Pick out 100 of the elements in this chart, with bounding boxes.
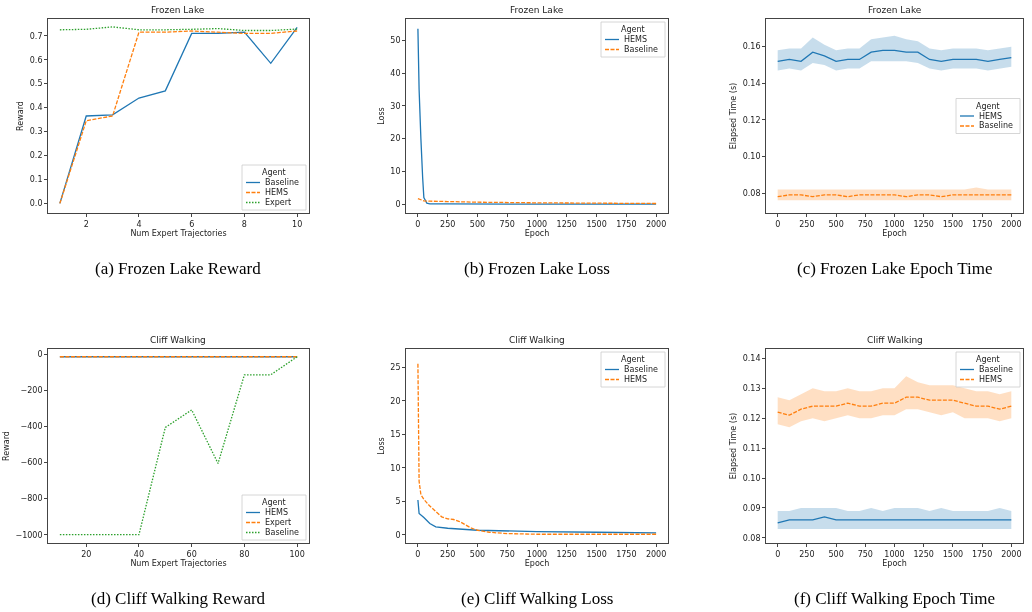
text: (e) Cliff Walking Loss [461,589,614,608]
y-tick-label: 25 [390,362,401,372]
y-axis-title: Elapsed Time (s) [729,82,739,150]
y-tick-label: −600 [20,458,43,468]
y-axis-title: Loss [377,107,387,125]
x-tick-label: 1000 [526,549,548,559]
x-tick-label: 60 [186,549,197,559]
x-tick-label: 1750 [616,219,637,229]
y-axis-title: Elapsed Time (s) [729,412,739,480]
y-tick-label: 0.1 [29,175,43,185]
x-tick-label: 1000 [526,219,548,229]
x-axis-title: Epoch [882,228,907,238]
chart-title: Frozen Lake [510,5,564,15]
x-tick-label: 8 [241,219,247,229]
y-tick-label: 10 [390,463,401,473]
y-tick-label: 0.6 [29,55,43,65]
y-tick-label: 0.08 [742,533,761,543]
x-tick-label: 1500 [586,549,607,559]
x-tick-label: 1250 [913,219,934,229]
y-tick-label: 10 [390,167,401,177]
chart-title: Cliff Walking [509,335,565,345]
y-tick-label: 0.10 [742,152,761,162]
x-axis-title: Epoch [524,228,550,238]
x-tick-label: 0 [775,549,781,559]
legend-title: Agent [976,102,1000,111]
y-tick-label: −800 [20,494,43,504]
x-tick-label: 750 [499,219,515,229]
x-tick-label: 0 [415,219,421,229]
y-axis-title: Reward [16,101,26,131]
y-tick-label: 0.16 [742,42,761,52]
y-tick-label: 15 [390,430,401,440]
y-tick-label: 40 [390,68,401,78]
y-tick-label: −1000 [15,530,43,540]
y-tick-label: 0.0 [29,199,43,209]
x-tick-label: 1750 [616,549,637,559]
legend-title: Agent [262,498,286,507]
y-axis-title: Reward [2,431,12,461]
x-tick-label: 4 [136,219,142,229]
y-tick-label: 0.12 [742,413,761,423]
y-tick-label: −200 [20,386,43,396]
x-tick-label: 1750 [971,549,993,559]
chart-title: Cliff Walking [150,335,206,345]
legend-label: Expert [265,518,292,527]
x-tick-label: 2000 [1001,549,1022,559]
legend-label: HEMS [624,375,648,384]
x-tick-label: 1500 [942,219,964,229]
x-axis-title: Epoch [882,558,907,568]
x-tick-label: 0 [775,219,781,229]
legend-title: Agent [262,168,286,177]
x-tick-label: 500 [469,549,486,559]
x-axis-title: Num Expert Trajectories [130,228,227,238]
y-tick-label: 0.11 [742,443,761,453]
y-tick-label: 0.14 [742,354,761,364]
text: (a) Frozen Lake Reward [95,259,262,278]
x-tick-label: 500 [828,219,844,229]
line-series [777,396,1012,416]
x-tick-label: 250 [799,549,815,559]
x-tick-label: 1750 [971,219,993,229]
y-axis-title: Loss [377,437,387,455]
y-tick-label: 50 [390,36,401,46]
line-series [417,363,657,535]
y-tick-label: 0.7 [29,31,43,41]
x-tick-label: 2000 [645,219,667,229]
x-axis-title: Num Expert Trajectories [130,558,227,568]
text: (b) Frozen Lake Loss [464,259,610,278]
y-tick-label: 0.12 [742,115,761,125]
y-tick-label: 0.3 [29,127,43,137]
x-tick-label: 500 [469,219,486,229]
y-tick-label: 0.2 [29,151,43,161]
text: (f) Cliff Walking Epoch Time [794,589,996,608]
x-tick-label: 250 [799,219,815,229]
line-series [417,499,657,534]
y-tick-label: 0.10 [742,473,761,483]
x-tick-label: 250 [440,549,456,559]
x-tick-label: 250 [440,219,456,229]
legend-label: HEMS [979,375,1003,384]
legend-title: Agent [621,355,645,364]
text: (d) Cliff Walking Reward [91,589,266,608]
y-tick-label: 30 [390,101,401,111]
x-tick-label: 6 [189,219,195,229]
chart-title: Frozen Lake [868,5,922,15]
y-tick-label: 20 [390,396,401,406]
x-tick-label: 0 [415,549,421,559]
legend-label: Baseline [265,178,299,187]
y-tick-label: 0 [395,530,401,540]
chart-title: Frozen Lake [151,5,205,15]
y-tick-label: 0.09 [742,503,761,513]
x-tick-label: 1500 [586,219,607,229]
legend-title: Agent [621,25,645,34]
line-series [777,49,1012,62]
legend-label: HEMS [265,188,289,197]
x-tick-label: 10 [292,219,303,229]
x-tick-label: 2000 [645,549,667,559]
x-tick-label: 2 [83,219,89,229]
x-tick-label: 1000 [884,219,905,229]
line-series [59,356,298,536]
y-tick-label: 0.13 [742,384,761,394]
legend-label: HEMS [979,112,1003,121]
x-axis-title: Epoch [524,558,550,568]
y-tick-label: 0.14 [742,79,761,89]
